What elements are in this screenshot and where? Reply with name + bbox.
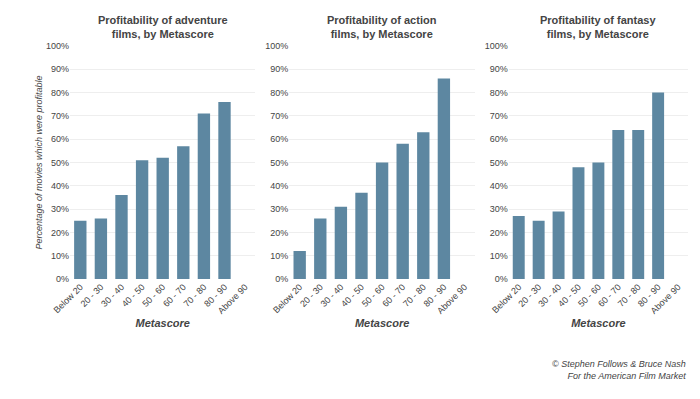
svg-text:Above 90: Above 90: [216, 282, 250, 316]
svg-text:50 - 60: 50 - 60: [140, 282, 167, 309]
svg-text:10%: 10%: [270, 251, 288, 261]
svg-text:Above 90: Above 90: [435, 282, 469, 316]
svg-text:20%: 20%: [490, 228, 508, 238]
svg-text:60%: 60%: [490, 134, 508, 144]
svg-text:Above 90: Above 90: [649, 282, 683, 316]
svg-text:70%: 70%: [51, 111, 69, 121]
svg-text:70 - 80: 70 - 80: [401, 282, 428, 309]
svg-text:70%: 70%: [490, 111, 508, 121]
svg-text:20%: 20%: [51, 228, 69, 238]
svg-text:60%: 60%: [51, 134, 69, 144]
svg-text:60 - 70: 60 - 70: [596, 282, 623, 309]
svg-text:30%: 30%: [490, 204, 508, 214]
svg-text:Metascore: Metascore: [571, 317, 625, 329]
svg-text:90%: 90%: [51, 64, 69, 74]
svg-text:80%: 80%: [270, 88, 288, 98]
svg-text:60 - 70: 60 - 70: [161, 282, 188, 309]
svg-text:50 - 60: 50 - 60: [576, 282, 603, 309]
svg-text:20 - 30: 20 - 30: [516, 282, 543, 309]
svg-text:80 - 90: 80 - 90: [636, 282, 663, 309]
svg-text:0%: 0%: [275, 274, 288, 284]
svg-text:Profitability of fantasyfilms,: Profitability of fantasyfilms, by Metasc…: [540, 14, 656, 40]
svg-text:50%: 50%: [490, 158, 508, 168]
svg-text:0%: 0%: [56, 274, 69, 284]
svg-text:100%: 100%: [485, 41, 508, 51]
svg-text:70 - 80: 70 - 80: [182, 282, 209, 309]
svg-text:70%: 70%: [270, 111, 288, 121]
svg-text:30 - 40: 30 - 40: [536, 282, 563, 309]
svg-text:30 - 40: 30 - 40: [99, 282, 126, 309]
svg-text:Below 20: Below 20: [52, 282, 85, 315]
svg-text:40 - 50: 40 - 50: [120, 282, 147, 309]
svg-text:10%: 10%: [51, 251, 69, 261]
svg-text:10%: 10%: [490, 251, 508, 261]
svg-text:60 - 70: 60 - 70: [380, 282, 407, 309]
svg-text:Profitability of adventurefilm: Profitability of adventurefilms, by Meta…: [98, 14, 228, 40]
svg-text:40 - 50: 40 - 50: [556, 282, 583, 309]
svg-text:30 - 40: 30 - 40: [319, 282, 346, 309]
svg-text:Metascore: Metascore: [355, 317, 409, 329]
svg-text:0%: 0%: [495, 274, 508, 284]
svg-text:50%: 50%: [51, 158, 69, 168]
svg-text:70 - 80: 70 - 80: [616, 282, 643, 309]
svg-text:Below 20: Below 20: [490, 282, 523, 315]
svg-text:100%: 100%: [46, 41, 69, 51]
svg-text:20 - 30: 20 - 30: [79, 282, 106, 309]
svg-text:40 - 50: 40 - 50: [339, 282, 366, 309]
svg-text:50 - 60: 50 - 60: [360, 282, 387, 309]
svg-text:© Stephen Follows & Bruce Nash: © Stephen Follows & Bruce NashFor the Am…: [552, 359, 686, 381]
svg-text:Metascore: Metascore: [135, 317, 189, 329]
svg-text:50%: 50%: [270, 158, 288, 168]
svg-text:80 - 90: 80 - 90: [422, 282, 449, 309]
svg-text:20%: 20%: [270, 228, 288, 238]
svg-text:30%: 30%: [51, 204, 69, 214]
svg-text:60%: 60%: [270, 134, 288, 144]
svg-text:Percentage of movies which wer: Percentage of movies which were profitab…: [34, 75, 44, 249]
svg-text:20 - 30: 20 - 30: [298, 282, 325, 309]
svg-text:80 - 90: 80 - 90: [202, 282, 229, 309]
svg-text:Profitability of actionfilms,: Profitability of actionfilms, by Metasco…: [327, 14, 437, 40]
svg-text:90%: 90%: [270, 64, 288, 74]
svg-text:90%: 90%: [490, 64, 508, 74]
svg-text:Below 20: Below 20: [271, 282, 304, 315]
svg-text:40%: 40%: [490, 181, 508, 191]
svg-text:40%: 40%: [270, 181, 288, 191]
svg-text:80%: 80%: [490, 88, 508, 98]
svg-text:80%: 80%: [51, 88, 69, 98]
svg-text:40%: 40%: [51, 181, 69, 191]
svg-text:30%: 30%: [270, 204, 288, 214]
svg-text:100%: 100%: [265, 41, 288, 51]
